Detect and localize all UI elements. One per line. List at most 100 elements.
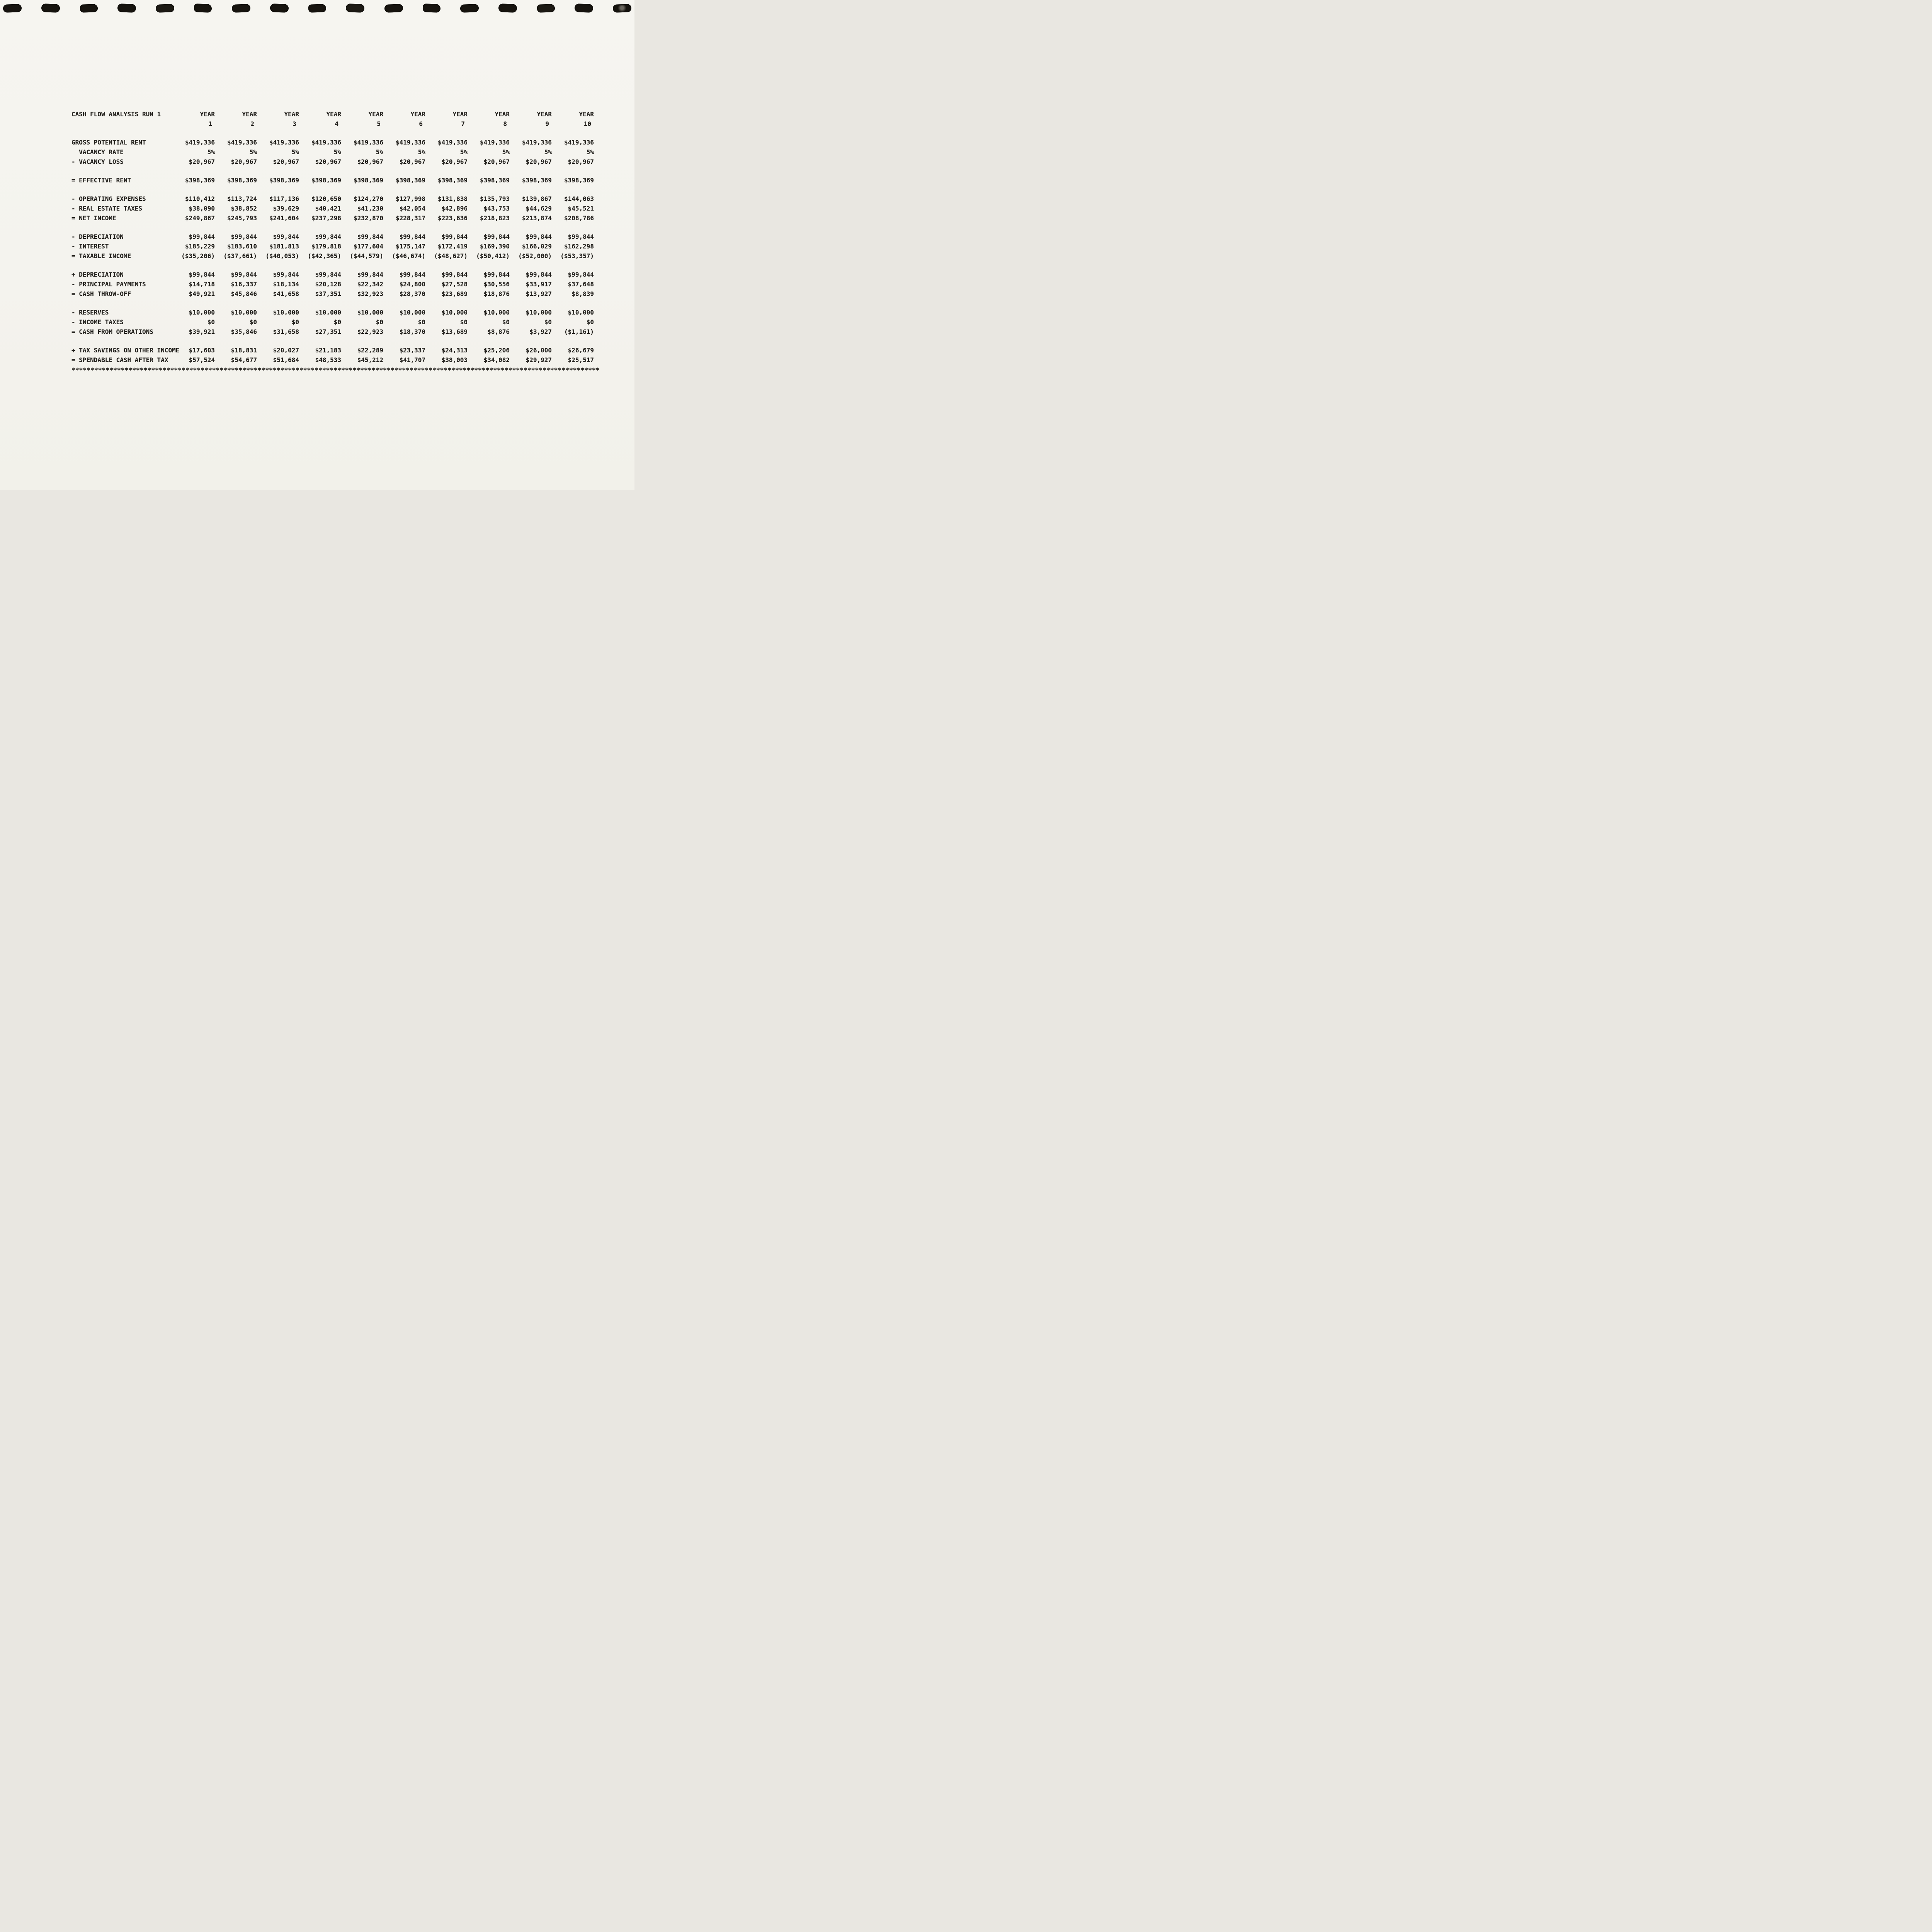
table-row: - RESERVES $10,000 $10,000 $10,000 $10,000 $1…: [71, 308, 602, 317]
binding-hole: [155, 3, 175, 13]
row-value: 5%: [249, 148, 257, 156]
row-value: $223,636: [437, 214, 468, 222]
table-row: - DEPRECIATION $99,844 $99,844 $99,844 $99,8…: [71, 232, 602, 242]
scanned-report-page: CASH FLOW ANALYSIS RUN 1 YEAR YEAR YEAR YEA…: [0, 0, 634, 490]
row-value: $39,921: [189, 328, 215, 335]
row-value: $22,342: [357, 281, 383, 288]
row-value: $419,336: [437, 139, 468, 146]
row-value: $20,967: [526, 158, 552, 165]
row-value: $45,521: [568, 205, 594, 212]
row-value: 5%: [291, 148, 299, 156]
row-value: $131,838: [437, 195, 468, 202]
row-value: $169,390: [480, 243, 510, 250]
table-row: - PRINCIPAL PAYMENTS $14,718 $16,337 $18,13…: [71, 279, 602, 289]
row-value: $113,724: [227, 195, 257, 202]
row-value: $10,000: [231, 309, 257, 316]
row-value: $26,679: [568, 347, 594, 354]
row-label: - OPERATING EXPENSES: [71, 195, 146, 202]
row-value: $23,337: [399, 347, 425, 354]
row-value: $0: [502, 318, 510, 326]
row-label: = SPENDABLE CASH AFTER TAX: [71, 356, 168, 364]
row-value: $20,967: [189, 158, 215, 165]
row-value: 5%: [418, 148, 425, 156]
row-value: $110,412: [185, 195, 215, 202]
row-value: $23,689: [441, 290, 468, 298]
row-value: $42,054: [399, 205, 425, 212]
row-value: $99,844: [315, 271, 341, 278]
row-value: $398,369: [522, 177, 552, 184]
binding-hole: [270, 3, 289, 13]
row-value: $0: [544, 318, 552, 326]
row-value: $249,867: [185, 214, 215, 222]
row-value: $419,336: [353, 139, 383, 146]
row-value: $3,927: [529, 328, 552, 335]
row-value: $99,844: [315, 233, 341, 240]
row-value: $0: [207, 318, 215, 326]
row-value: $38,852: [231, 205, 257, 212]
table-row: = EFFECTIVE RENT $398,369 $398,369 $398,369…: [71, 175, 602, 185]
year-label-cell: YEAR: [200, 111, 215, 118]
table-row: - INTEREST $185,229 $183,610 $181,813 $179,8…: [71, 242, 602, 251]
row-value: $419,336: [227, 139, 257, 146]
row-value: $21,183: [315, 347, 341, 354]
row-value: $419,336: [269, 139, 299, 146]
row-value: $17,603: [189, 347, 215, 354]
row-value: $20,967: [483, 158, 510, 165]
row-value: $26,000: [526, 347, 552, 354]
table-row: = CASH FROM OPERATIONS $39,921 $35,846 $31,…: [71, 327, 602, 337]
year-number-cell: 3: [293, 120, 296, 128]
row-value: $398,369: [437, 177, 468, 184]
row-value: 5%: [376, 148, 383, 156]
row-value: $30,556: [483, 281, 510, 288]
row-value: $31,658: [273, 328, 299, 335]
binding-hole: [308, 3, 327, 13]
row-value: $45,846: [231, 290, 257, 298]
row-value: 5%: [502, 148, 510, 156]
row-value: $20,128: [315, 281, 341, 288]
row-value: $208,786: [564, 214, 594, 222]
year-label-cell: YEAR: [452, 111, 468, 118]
row-value: $0: [376, 318, 383, 326]
row-value: $41,707: [399, 356, 425, 364]
row-value: $398,369: [564, 177, 594, 184]
row-value: $99,844: [399, 271, 425, 278]
row-value: 5%: [460, 148, 468, 156]
row-value: $27,351: [315, 328, 341, 335]
year-label-cell: YEAR: [242, 111, 257, 118]
row-value: $398,369: [185, 177, 215, 184]
year-number-cell: 10: [583, 120, 591, 128]
row-value: $0: [418, 318, 425, 326]
row-value: $398,369: [311, 177, 341, 184]
table-row: - OPERATING EXPENSES $110,412 $113,724 $117…: [71, 194, 602, 204]
row-value: $179,818: [311, 243, 341, 250]
row-value: $166,029: [522, 243, 552, 250]
row-value: $14,718: [189, 281, 215, 288]
row-value: $398,369: [269, 177, 299, 184]
row-value: $42,896: [441, 205, 468, 212]
row-value: $241,604: [269, 214, 299, 222]
row-value: $37,648: [568, 281, 594, 288]
row-value: $419,336: [564, 139, 594, 146]
row-value: $139,867: [522, 195, 552, 202]
binding-hole: [422, 3, 441, 13]
row-value: $18,831: [231, 347, 257, 354]
row-value: $54,677: [231, 356, 257, 364]
binding-hole: [194, 3, 212, 13]
row-value: $49,921: [189, 290, 215, 298]
row-label: = CASH FROM OPERATIONS: [71, 328, 153, 335]
row-value: $99,844: [189, 233, 215, 240]
binding-hole: [574, 3, 594, 13]
report-title: CASH FLOW ANALYSIS RUN 1: [71, 111, 161, 118]
table-row: - VACANCY LOSS $20,967 $20,967 $20,967 $20,9…: [71, 157, 602, 167]
row-value: $24,313: [441, 347, 468, 354]
row-value: $144,063: [564, 195, 594, 202]
table-row: GROSS POTENTIAL RENT $419,336 $419,336 $419…: [71, 138, 602, 147]
table-row: - REAL ESTATE TAXES $38,090 $38,852 $39,629…: [71, 204, 602, 213]
row-label: = CASH THROW-OFF: [71, 290, 131, 298]
row-value: $228,317: [395, 214, 425, 222]
row-value: $25,206: [483, 347, 510, 354]
row-value: ($46,674): [392, 252, 425, 260]
row-value: $0: [291, 318, 299, 326]
year-label-cell: YEAR: [495, 111, 510, 118]
row-value: $40,421: [315, 205, 341, 212]
